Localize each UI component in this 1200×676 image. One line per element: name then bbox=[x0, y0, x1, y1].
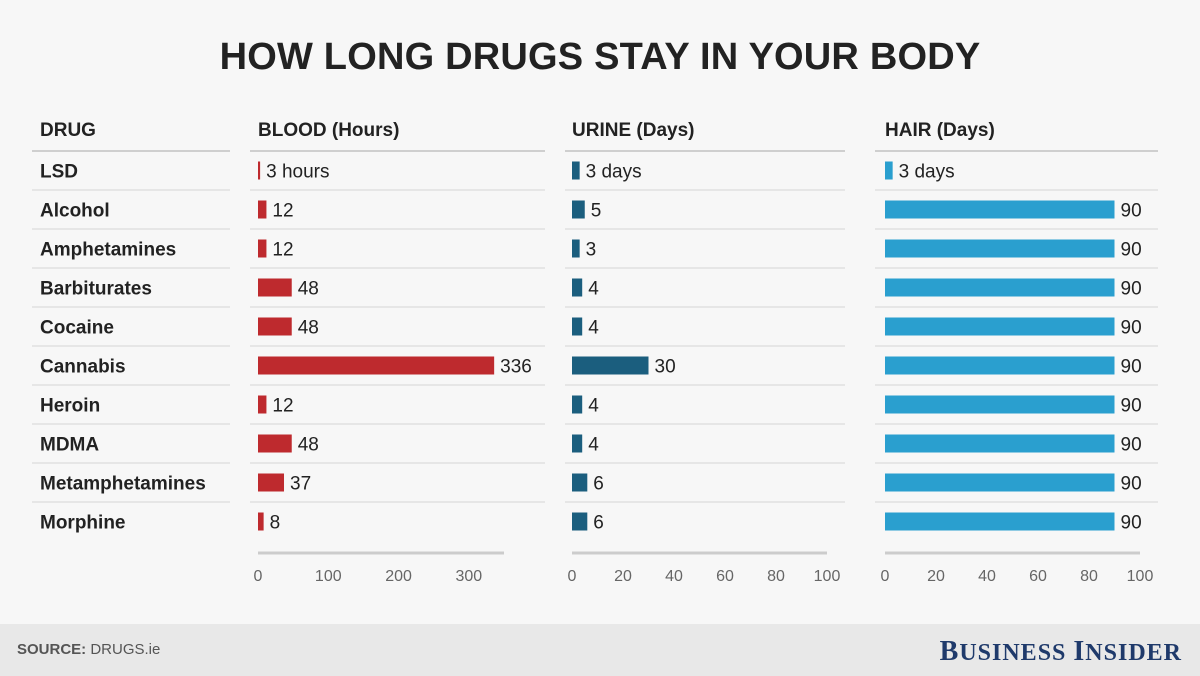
urine-data-label: 6 bbox=[593, 513, 604, 534]
drug-label: MDMA bbox=[40, 435, 99, 456]
drug-column-header: DRUG bbox=[40, 120, 96, 141]
hair-data-label: 90 bbox=[1121, 474, 1142, 495]
hair-bar bbox=[885, 473, 1115, 492]
drug-label: Morphine bbox=[40, 513, 126, 534]
urine-data-label: 4 bbox=[588, 279, 599, 300]
drug-label: Heroin bbox=[40, 396, 100, 417]
hair-bar bbox=[885, 278, 1115, 297]
hair-bar bbox=[885, 161, 893, 180]
urine-tick-label: 60 bbox=[716, 568, 734, 585]
source-credit: SOURCE: DRUGS.ie bbox=[17, 641, 160, 658]
blood-bar bbox=[258, 317, 292, 336]
hair-bar bbox=[885, 356, 1115, 375]
footer: SOURCE: DRUGS.ie BUSINESS INSIDER bbox=[0, 624, 1200, 676]
hair-bar bbox=[885, 200, 1115, 219]
hair-tick-label: 100 bbox=[1127, 568, 1154, 585]
drug-label: Alcohol bbox=[40, 201, 110, 222]
blood-bar bbox=[258, 512, 264, 531]
hair-bar bbox=[885, 434, 1115, 453]
blood-bar bbox=[258, 239, 267, 258]
blood-bar bbox=[258, 161, 261, 180]
urine-data-label: 5 bbox=[591, 201, 602, 222]
hair-bar bbox=[885, 317, 1115, 336]
urine-bar bbox=[572, 473, 588, 492]
hair-tick-label: 0 bbox=[881, 568, 890, 585]
urine-data-label: 30 bbox=[655, 357, 676, 378]
urine-tick-label: 0 bbox=[568, 568, 577, 585]
urine-bar bbox=[572, 434, 583, 453]
urine-tick-label: 80 bbox=[767, 568, 785, 585]
hair-tick-label: 60 bbox=[1029, 568, 1047, 585]
blood-column-header: BLOOD (Hours) bbox=[258, 120, 399, 141]
hair-data-label: 90 bbox=[1121, 396, 1142, 417]
hair-data-label: 90 bbox=[1121, 201, 1142, 222]
blood-bar bbox=[258, 395, 267, 414]
urine-data-label: 4 bbox=[588, 396, 599, 417]
blood-bar bbox=[258, 200, 267, 219]
urine-data-label: 3 days bbox=[586, 162, 642, 183]
urine-bar bbox=[572, 356, 649, 375]
blood-bar bbox=[258, 434, 292, 453]
blood-data-label: 8 bbox=[270, 513, 281, 534]
urine-data-label: 6 bbox=[593, 474, 604, 495]
blood-data-label: 48 bbox=[298, 279, 319, 300]
hair-tick-label: 40 bbox=[978, 568, 996, 585]
hair-tick-label: 80 bbox=[1080, 568, 1098, 585]
urine-bar bbox=[572, 161, 580, 180]
urine-bar bbox=[572, 278, 583, 297]
hair-data-label: 90 bbox=[1121, 435, 1142, 456]
hair-data-label: 90 bbox=[1121, 513, 1142, 534]
blood-bar bbox=[258, 278, 292, 297]
urine-bar bbox=[572, 512, 588, 531]
chart-title: HOW LONG DRUGS STAY IN YOUR BODY bbox=[219, 36, 981, 78]
blood-bar bbox=[258, 356, 495, 375]
urine-column-header: URINE (Days) bbox=[572, 120, 694, 141]
drug-label: Amphetamines bbox=[40, 240, 176, 261]
blood-data-label: 48 bbox=[298, 435, 319, 456]
blood-data-label: 336 bbox=[500, 357, 532, 378]
hair-data-label: 90 bbox=[1121, 240, 1142, 261]
blood-tick-label: 100 bbox=[315, 568, 342, 585]
hair-data-label: 90 bbox=[1121, 279, 1142, 300]
urine-bar bbox=[572, 200, 585, 219]
blood-tick-label: 300 bbox=[456, 568, 483, 585]
hair-bar bbox=[885, 239, 1115, 258]
blood-data-label: 37 bbox=[290, 474, 311, 495]
urine-tick-label: 20 bbox=[614, 568, 632, 585]
drug-label: Barbiturates bbox=[40, 279, 152, 300]
blood-tick-label: 0 bbox=[254, 568, 263, 585]
blood-data-label: 12 bbox=[272, 240, 293, 261]
hair-bar bbox=[885, 395, 1115, 414]
brand-logo: BUSINESS INSIDER bbox=[939, 636, 1182, 667]
hair-bar bbox=[885, 512, 1115, 531]
hair-data-label: 3 days bbox=[899, 162, 955, 183]
urine-bar bbox=[572, 239, 580, 258]
drug-duration-chart: DRUG LSD Alcohol Amphetamines Barbiturates Co… bbox=[32, 120, 1158, 585]
urine-bar bbox=[572, 395, 583, 414]
drug-label: LSD bbox=[40, 162, 78, 183]
blood-data-label: 48 bbox=[298, 318, 319, 339]
urine-data-label: 3 bbox=[586, 240, 597, 261]
drug-label: Cocaine bbox=[40, 318, 114, 339]
blood-data-label: 3 hours bbox=[266, 162, 329, 183]
urine-data-label: 4 bbox=[588, 318, 599, 339]
blood-data-label: 12 bbox=[272, 396, 293, 417]
hair-tick-label: 20 bbox=[927, 568, 945, 585]
blood-tick-label: 200 bbox=[385, 568, 412, 585]
drug-label: Cannabis bbox=[40, 357, 126, 378]
urine-bar bbox=[572, 317, 583, 336]
source-label: SOURCE: bbox=[17, 641, 87, 658]
hair-data-label: 90 bbox=[1121, 318, 1142, 339]
source-value: DRUGS.ie bbox=[90, 641, 161, 658]
blood-bar bbox=[258, 473, 285, 492]
drug-label: Metamphetamines bbox=[40, 474, 206, 495]
blood-data-label: 12 bbox=[272, 201, 293, 222]
hair-column-header: HAIR (Days) bbox=[885, 120, 995, 141]
urine-tick-label: 40 bbox=[665, 568, 683, 585]
urine-tick-label: 100 bbox=[814, 568, 841, 585]
urine-data-label: 4 bbox=[588, 435, 599, 456]
hair-data-label: 90 bbox=[1121, 357, 1142, 378]
